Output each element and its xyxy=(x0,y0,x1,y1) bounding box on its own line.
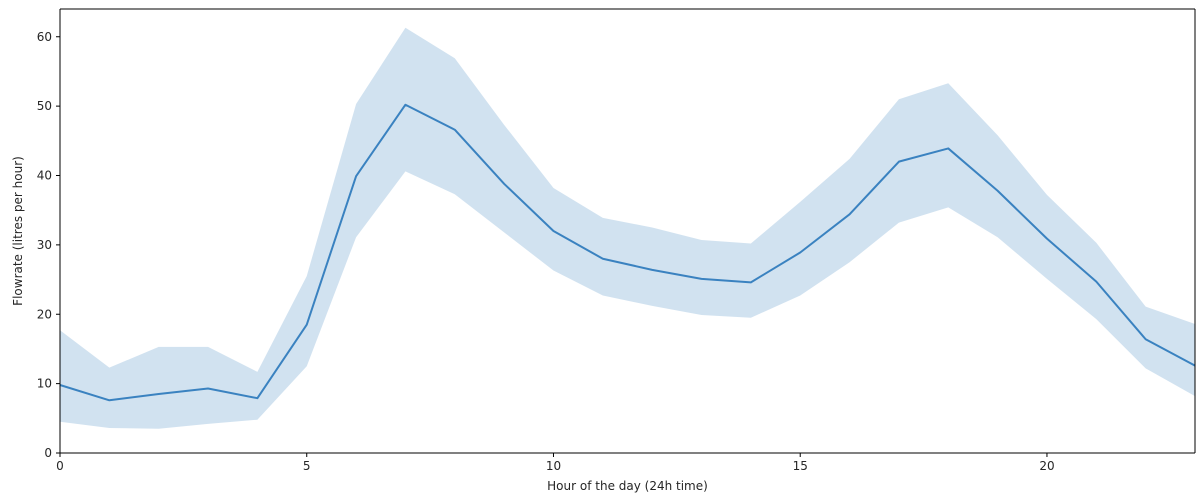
axes xyxy=(59,8,1196,454)
y-tick-label: 0 xyxy=(44,446,52,460)
x-tick-label: 5 xyxy=(303,459,311,473)
y-axis-label: Flowrate (litres per hour) xyxy=(11,156,25,306)
x-tick-label: 15 xyxy=(793,459,808,473)
series-line-layer xyxy=(59,103,1196,402)
series-line xyxy=(59,103,1196,402)
y-tick-label: 30 xyxy=(37,238,52,252)
y-tick-label: 50 xyxy=(37,99,52,113)
y-tick-label: 40 xyxy=(37,169,52,183)
y-tick-label: 10 xyxy=(37,377,52,391)
confidence-band-layer xyxy=(60,27,1195,429)
confidence-band xyxy=(60,27,1195,429)
y-tick-label: 20 xyxy=(37,307,52,321)
x-tick-label: 20 xyxy=(1039,459,1054,473)
x-tick-label: 10 xyxy=(546,459,561,473)
tick-layer: 0 5 10 15 20 0 10 20 30 40 50 60 xyxy=(37,30,1055,473)
y-tick-label: 60 xyxy=(37,30,52,44)
x-axis-label: Hour of the day (24h time) xyxy=(547,479,708,493)
x-tick-label: 0 xyxy=(56,459,64,473)
